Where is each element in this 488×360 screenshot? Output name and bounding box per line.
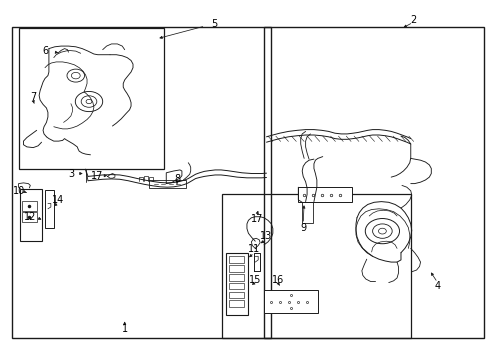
Bar bbox=[22, 212, 37, 222]
Text: 4: 4 bbox=[434, 281, 440, 291]
Bar bbox=[228, 265, 244, 272]
Text: 6: 6 bbox=[42, 46, 48, 56]
Bar bbox=[19, 28, 163, 169]
Bar bbox=[222, 194, 410, 338]
Text: 9: 9 bbox=[300, 222, 305, 233]
Bar bbox=[228, 292, 244, 298]
Text: 16: 16 bbox=[271, 275, 284, 285]
Bar bbox=[45, 190, 54, 228]
Bar bbox=[149, 180, 185, 188]
Text: 17: 17 bbox=[250, 214, 263, 224]
Text: 7: 7 bbox=[30, 92, 36, 102]
Bar bbox=[228, 283, 244, 289]
Text: 17: 17 bbox=[90, 171, 103, 181]
Text: 2: 2 bbox=[409, 15, 415, 25]
Text: 8: 8 bbox=[174, 174, 180, 184]
Bar bbox=[228, 300, 244, 307]
Bar bbox=[228, 256, 244, 263]
Bar bbox=[298, 187, 351, 202]
Bar bbox=[225, 253, 248, 315]
Bar bbox=[264, 290, 317, 313]
Text: 10: 10 bbox=[12, 186, 25, 196]
Bar bbox=[22, 201, 37, 211]
Text: 15: 15 bbox=[248, 275, 261, 285]
Text: 1: 1 bbox=[122, 324, 127, 334]
Bar bbox=[264, 27, 483, 338]
Text: 14: 14 bbox=[51, 195, 64, 205]
Text: 11: 11 bbox=[247, 244, 260, 254]
Text: 3: 3 bbox=[68, 168, 74, 179]
Bar bbox=[228, 274, 244, 281]
Bar bbox=[20, 189, 41, 241]
Bar bbox=[302, 202, 312, 223]
Text: 13: 13 bbox=[260, 231, 272, 241]
Text: 12: 12 bbox=[24, 212, 37, 222]
Text: 5: 5 bbox=[211, 19, 217, 30]
Bar bbox=[12, 27, 271, 338]
